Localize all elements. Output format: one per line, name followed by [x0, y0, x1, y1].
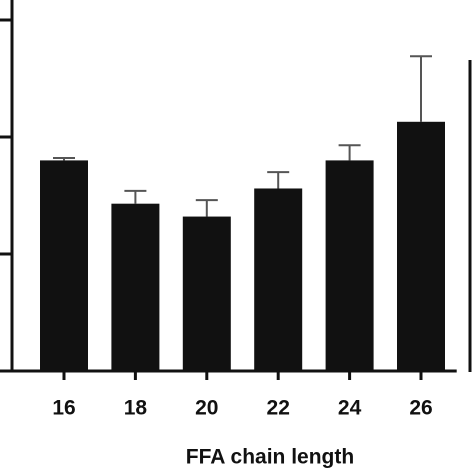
x-tick-label: 18 — [124, 397, 148, 420]
bar — [40, 160, 88, 371]
x-tick-label: 16 — [52, 397, 75, 420]
bar — [325, 160, 374, 371]
bar — [182, 216, 231, 371]
x-axis-label: FFA chain length — [186, 446, 354, 469]
x-tick-label: 20 — [195, 397, 218, 420]
bar — [111, 203, 160, 371]
x-tick-label: 22 — [267, 397, 290, 420]
x-tick-label: 26 — [409, 397, 432, 420]
bar — [397, 121, 445, 371]
bar — [254, 188, 303, 371]
x-tick-label: 24 — [338, 397, 362, 420]
